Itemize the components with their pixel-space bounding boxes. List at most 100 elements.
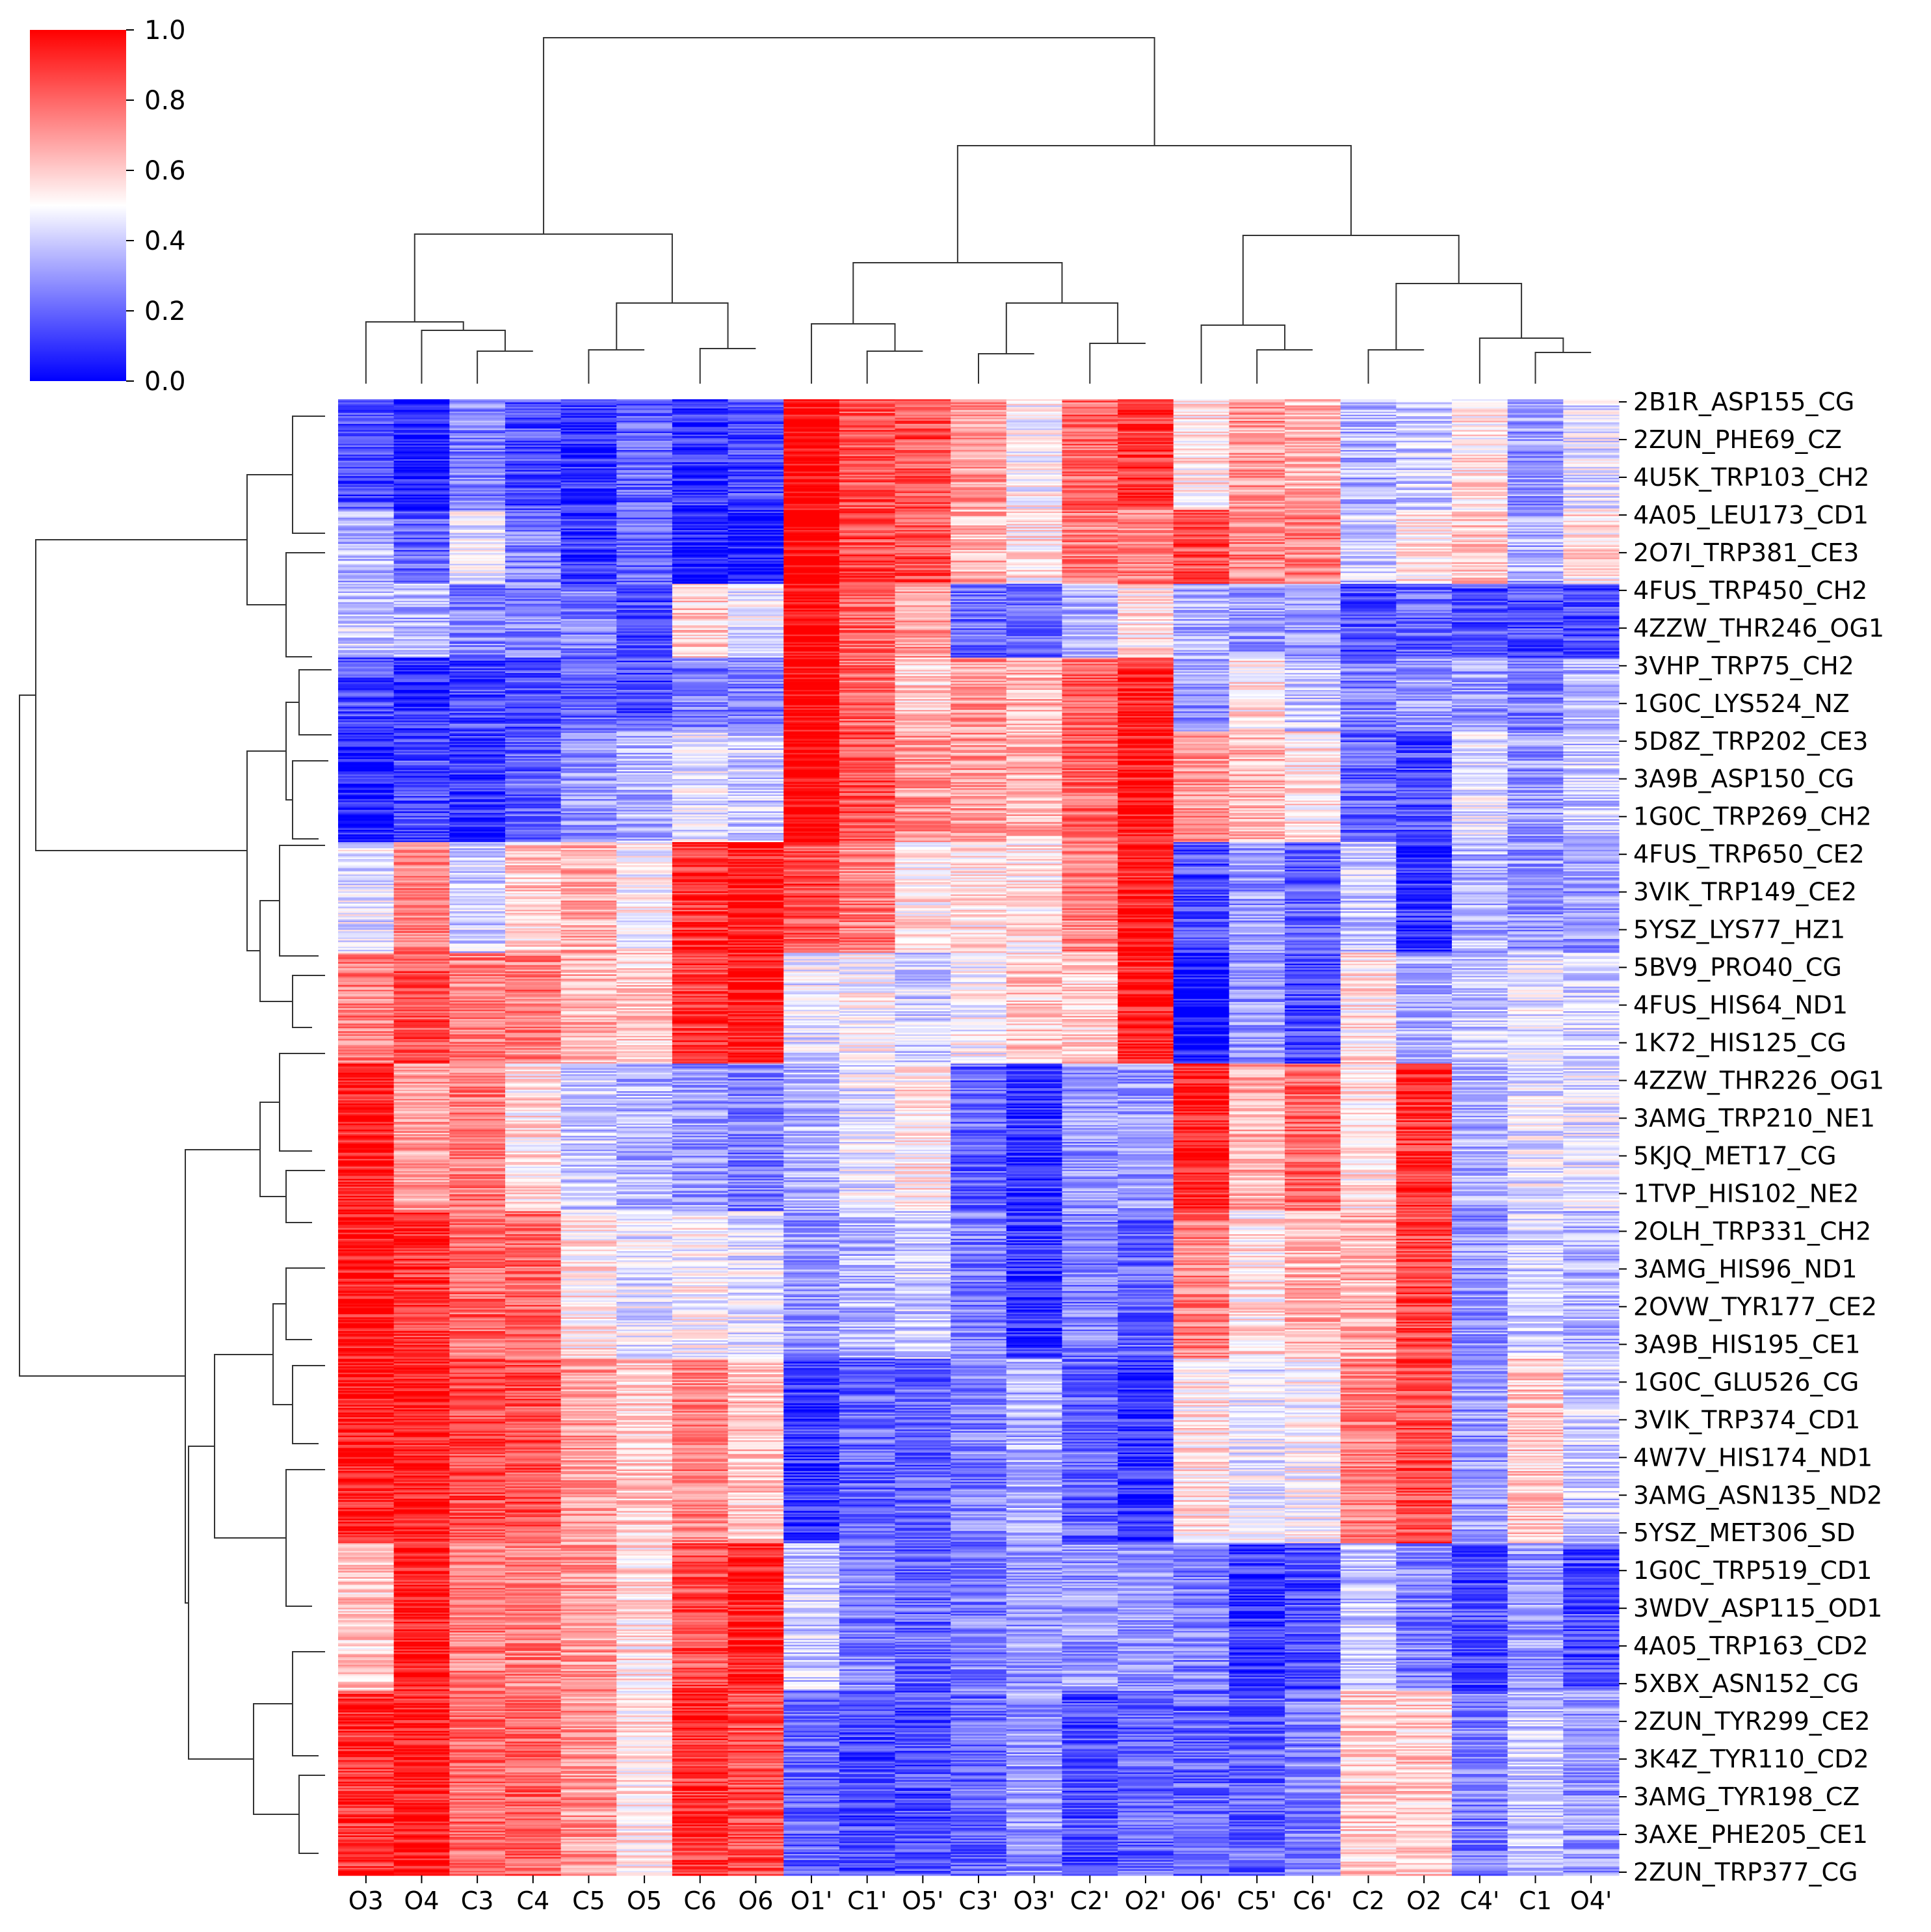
- heatmap-cell: [616, 657, 673, 660]
- heatmap-cell: [1563, 443, 1620, 446]
- heatmap-cell: [393, 436, 450, 438]
- heatmap-cell: [1006, 401, 1063, 403]
- heatmap-cell: [1452, 711, 1508, 713]
- heatmap-cell: [449, 717, 506, 720]
- heatmap-cell: [338, 527, 395, 529]
- heatmap-cell: [616, 668, 673, 670]
- heatmap-cell: [393, 545, 450, 548]
- heatmap-cell: [1396, 399, 1452, 401]
- heatmap-cell: [1173, 613, 1230, 615]
- heatmap-cell: [895, 714, 951, 717]
- heatmap-cell: [728, 582, 784, 585]
- heatmap-cell: [1452, 611, 1508, 614]
- heatmap-cell: [393, 564, 450, 566]
- heatmap-cell: [560, 574, 617, 577]
- heatmap-cell: [1563, 585, 1620, 588]
- heatmap-cell: [1229, 591, 1285, 594]
- heatmap-cell: [505, 484, 562, 486]
- heatmap-cell: [1396, 639, 1452, 641]
- heatmap-cell: [1173, 414, 1230, 417]
- heatmap-cell: [1006, 671, 1063, 674]
- heatmap-cell: [728, 603, 784, 606]
- heatmap-cell: [1507, 474, 1564, 477]
- heatmap-cell: [672, 680, 729, 683]
- heatmap-cell: [505, 436, 562, 438]
- heatmap-cell: [728, 431, 784, 434]
- heatmap-cell: [393, 674, 450, 677]
- heatmap-cell: [1563, 523, 1620, 526]
- heatmap-cell: [449, 467, 506, 469]
- heatmap-cell: [393, 496, 450, 498]
- heatmap-cell: [839, 676, 896, 678]
- heatmap-cell: [560, 587, 617, 589]
- heatmap-cell: [616, 625, 673, 628]
- heatmap-cell: [895, 592, 951, 595]
- heatmap-cell: [1229, 660, 1285, 663]
- heatmap-cell: [616, 705, 673, 708]
- heatmap-cell: [1285, 431, 1341, 434]
- heatmap-cell: [728, 574, 784, 577]
- heatmap-cell: [560, 453, 617, 455]
- heatmap-cell: [1285, 660, 1341, 663]
- heatmap-cell: [338, 711, 395, 713]
- heatmap-cell: [1118, 611, 1174, 614]
- heatmap-cell: [393, 419, 450, 421]
- heatmap-cell: [1285, 611, 1341, 614]
- heatmap-cell: [672, 568, 729, 571]
- heatmap-cell: [839, 533, 896, 535]
- heatmap-cell: [338, 525, 395, 527]
- dendrogram-link: [811, 323, 896, 384]
- heatmap-cell: [1563, 413, 1620, 416]
- heatmap-cell: [1229, 414, 1285, 417]
- heatmap-cell: [1396, 545, 1452, 548]
- heatmap-cell: [1006, 616, 1063, 618]
- heatmap-cell: [951, 670, 1007, 672]
- heatmap-cell: [1006, 705, 1063, 708]
- heatmap-cell: [728, 677, 784, 680]
- heatmap-cell: [449, 626, 506, 629]
- heatmap-cell: [1563, 447, 1620, 449]
- heatmap-cell: [1340, 533, 1397, 535]
- heatmap-cell: [616, 474, 673, 477]
- heatmap-cell: [505, 576, 562, 578]
- heatmap-cell: [449, 536, 506, 538]
- heatmap-cell: [1285, 639, 1341, 641]
- heatmap-cell: [728, 695, 784, 696]
- heatmap-cell: [1173, 547, 1230, 549]
- heatmap-cell: [505, 588, 562, 590]
- heatmap-cell: [839, 430, 896, 432]
- heatmap-cell: [338, 581, 395, 583]
- heatmap-cell: [1285, 447, 1341, 449]
- heatmap-cell: [1006, 590, 1063, 592]
- heatmap-cell: [1229, 502, 1285, 505]
- heatmap-cell: [1563, 430, 1620, 432]
- heatmap-cell: [951, 716, 1007, 719]
- heatmap-cell: [1396, 520, 1452, 523]
- heatmap-cell: [1507, 494, 1564, 497]
- heatmap-cell: [1173, 700, 1230, 703]
- heatmap-cell: [728, 460, 784, 463]
- heatmap-cell: [1396, 709, 1452, 712]
- heatmap-cell: [505, 431, 562, 434]
- heatmap-cell: [895, 503, 951, 506]
- dendrogram-link: [35, 539, 247, 851]
- heatmap-cell: [505, 499, 562, 501]
- heatmap-cell: [560, 568, 617, 571]
- heatmap-cell: [1507, 457, 1564, 460]
- heatmap-cell: [616, 677, 673, 680]
- heatmap-cell: [839, 611, 896, 614]
- heatmap-cell: [560, 443, 617, 446]
- heatmap-cell: [839, 408, 896, 411]
- heatmap-cell: [895, 702, 951, 704]
- heatmap-cell: [338, 653, 395, 655]
- heatmap-cell: [1563, 705, 1620, 708]
- heatmap-cell: [393, 438, 450, 440]
- heatmap-cell: [505, 430, 562, 432]
- heatmap-cell: [505, 553, 562, 555]
- heatmap-cell: [951, 637, 1007, 640]
- heatmap-cell: [1285, 451, 1341, 454]
- heatmap-cell: [1006, 465, 1063, 468]
- heatmap-cell: [1452, 529, 1508, 532]
- heatmap-cell: [1062, 539, 1118, 542]
- heatmap-cell: [1285, 663, 1341, 666]
